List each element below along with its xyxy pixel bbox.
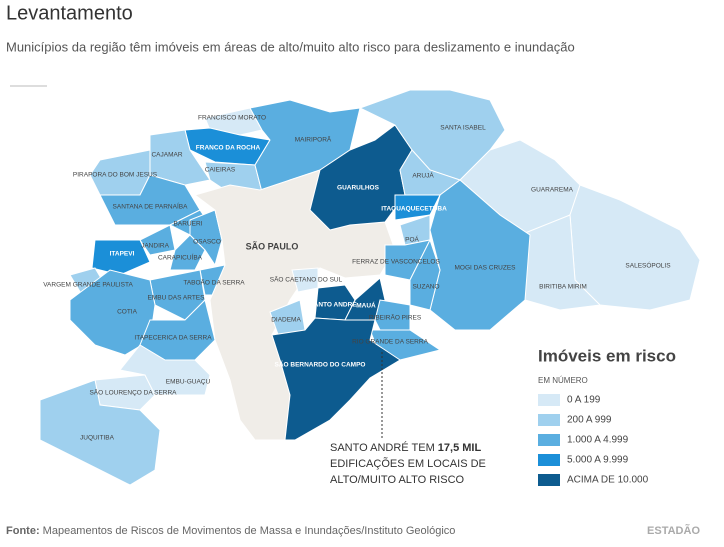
annotation: EDIFICAÇÕES EM LOCAIS DE xyxy=(330,457,486,470)
municipality-label: DIADEMA xyxy=(271,317,301,324)
legend-label: 200 A 999 xyxy=(567,415,612,426)
brand: ESTADÃO xyxy=(647,524,700,537)
municipality-label: COTIA xyxy=(117,309,138,316)
municipality-label: RIBEIRÃO PIRES xyxy=(369,313,422,322)
municipality-label: JANDIRA xyxy=(141,243,169,250)
legend-label: 1.000 A 4.999 xyxy=(567,435,629,446)
municipality-label: VARGEM GRANDE PAULISTA xyxy=(43,282,133,289)
legend-title: Imóveis em risco xyxy=(538,346,676,365)
municipality xyxy=(169,234,206,271)
municipality-label: SALESÓPOLIS xyxy=(625,261,671,270)
municipality-label: CAJAMAR xyxy=(151,152,182,159)
legend-swatch xyxy=(538,434,560,446)
municipality-label: ITAQUAQUECETUBA xyxy=(381,206,447,213)
municipality-label: SUZANO xyxy=(412,284,439,291)
municipality-label: CAIEIRAS xyxy=(205,167,236,174)
municipality-label: SÃO BERNARDO DO CAMPO xyxy=(274,360,365,369)
municipality xyxy=(99,174,201,226)
municipality-label: EMBU-GUAÇU xyxy=(166,379,211,386)
municipality-label: SANTO ANDRÉ xyxy=(309,300,357,309)
annotation: SANTO ANDRÉ TEM 17,5 MIL xyxy=(330,441,481,454)
legend-swatch xyxy=(538,454,560,466)
title: Levantamento xyxy=(6,2,133,24)
municipality-label: OSASCO xyxy=(193,239,221,246)
municipality-label: CARAPICUÍBA xyxy=(158,253,203,262)
municipality-label: GUARULHOS xyxy=(337,185,380,192)
municipality xyxy=(39,379,161,486)
municipality-label: SANTA ISABEL xyxy=(440,125,486,132)
legend-swatch xyxy=(538,474,560,486)
legend-swatch xyxy=(538,394,560,406)
legend-label: 0 A 199 xyxy=(567,395,601,406)
municipality-label: GUARAREMA xyxy=(531,187,574,194)
legend-swatch xyxy=(538,414,560,426)
municipality-label: BARUERI xyxy=(174,221,203,228)
legend-subtitle: EM NÚMERO xyxy=(538,376,588,385)
municipality-label: FRANCISCO MORATO xyxy=(198,115,266,122)
annotation: ALTO/MUITO ALTO RISCO xyxy=(330,474,465,486)
municipality-label: FRANCO DA ROCHA xyxy=(196,145,261,152)
municipality xyxy=(271,317,401,441)
municipality-label: MAIRIPORÃ xyxy=(295,135,332,144)
municipality-label: TABOÃO DA SERRA xyxy=(183,278,245,287)
municipality-label: SÃO PAULO xyxy=(246,241,299,251)
municipality xyxy=(91,239,151,276)
legend-label: ACIMA DE 10.000 xyxy=(567,475,649,486)
municipality-label: ARUJÁ xyxy=(412,171,434,180)
municipality-label: ITAPECERICA DA SERRA xyxy=(134,335,212,342)
legend: 0 A 199 200 A 999 1.000 A 4.999 5.000 A 9.9… xyxy=(538,394,649,486)
municipality-label: SANTANA DE PARNAÍBA xyxy=(113,202,189,211)
municipality-label: SÃO LOURENÇO DA SERRA xyxy=(89,388,177,397)
footer-source: Fonte: Mapeamentos de Riscos de Moviment… xyxy=(6,525,455,537)
municipality-label: RIO GRANDE DA SERRA xyxy=(352,339,429,346)
municipality xyxy=(119,344,211,396)
legend-label: 5.000 A 9.999 xyxy=(567,455,629,466)
municipality-label: SÃO CAETANO DO SUL xyxy=(270,275,343,284)
municipality-label: FERRAZ DE VASCONCELOS xyxy=(352,259,440,266)
municipality-label: POÁ xyxy=(405,235,419,244)
municipality-label: JUQUITIBA xyxy=(80,435,115,442)
subtitle: Municípios da região têm imóveis em área… xyxy=(6,39,575,54)
municipality-label: ITAPEVI xyxy=(110,251,135,258)
municipality-label: MOGI DAS CRUZES xyxy=(454,265,516,272)
municipality-label: EMBU DAS ARTES xyxy=(148,295,206,302)
municipality xyxy=(409,238,441,311)
municipality xyxy=(569,184,701,311)
municipality xyxy=(429,179,531,331)
municipality-label: PIRAPORA DO BOM JESUS xyxy=(73,172,158,179)
municipality-label: BIRITIBA MIRIM xyxy=(539,284,587,291)
map: FRANCISCO MORATO FRANCO DA ROCHA CAIEIRAS M… xyxy=(39,89,701,486)
municipality-label: MAUÁ xyxy=(356,301,376,310)
